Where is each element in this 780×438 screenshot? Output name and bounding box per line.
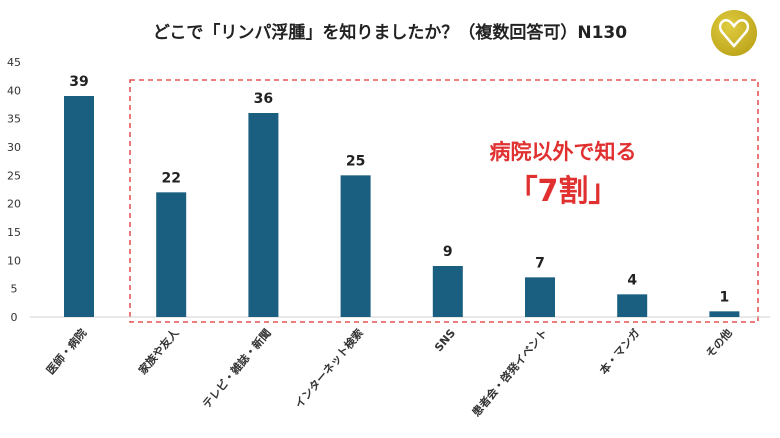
data-label: 9 [443,244,453,260]
y-tick-label: 35 [7,113,21,126]
bar [64,96,94,317]
x-tick-label: 家族や友人 [135,325,182,377]
x-tick-label: SNS [432,327,458,355]
data-label: 25 [346,153,365,169]
bar [432,266,463,317]
data-label: 36 [254,91,273,107]
x-tick-label: 医師・病院 [43,326,89,377]
y-tick-label: 20 [7,198,21,211]
y-tick-label: 5 [11,283,18,296]
y-tick-label: 40 [7,84,21,97]
heart-logo-icon [711,10,757,56]
x-tick-label: その他 [703,326,735,360]
y-tick-label: 45 [7,56,21,69]
bar [248,113,279,317]
x-tick-label: インターネット検索 [292,326,366,411]
y-tick-label: 30 [7,141,21,154]
annotation-line1: 病院以外で知る [489,140,637,164]
bar [525,277,555,317]
bar [617,294,648,317]
data-label: 4 [627,272,637,288]
y-tick-label: 10 [7,254,21,267]
bar [340,175,371,317]
annotation-line2: 「7割」 [507,174,619,209]
y-tick-label: 25 [7,169,21,182]
y-tick-label: 15 [7,226,21,239]
data-label: 7 [535,255,545,271]
x-tick-label: テレビ・雑誌・新聞 [199,326,273,411]
data-label: 22 [161,170,180,186]
data-label: 1 [720,289,730,305]
y-tick-label: 0 [11,311,18,324]
highlight-box [129,79,759,323]
x-tick-label: 患者会・啓発イベント [469,326,550,419]
data-label: 39 [69,74,88,90]
chart-title: どこで「リンパ浮腫」を知りましたか？（複数回答可）N130 [152,23,628,43]
bar [156,192,187,317]
bar [709,311,740,317]
x-tick-label: 本・マンガ [596,326,642,377]
